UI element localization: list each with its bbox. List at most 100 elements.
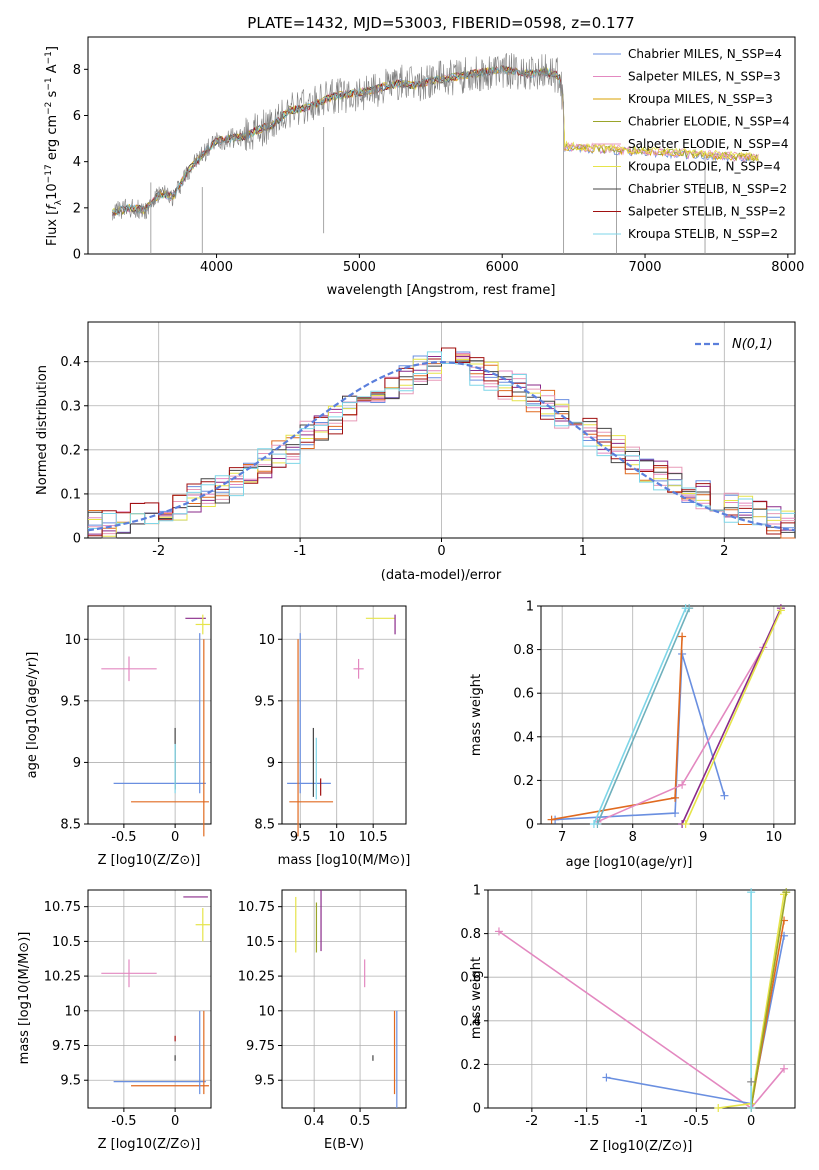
y-tick-label: 0.4 — [60, 355, 81, 370]
y-tick-label: 8.5 — [60, 818, 81, 833]
y-tick-label: 4 — [73, 155, 81, 170]
model-line-kroupa_stelib — [112, 65, 562, 216]
y-tick-label: 2 — [73, 201, 81, 216]
y-tick-label: 10 — [64, 1004, 81, 1019]
x-tick-label: 10 — [328, 830, 345, 845]
figure-title: PLATE=1432, MJD=53003, FIBERID=0598, z=0… — [247, 14, 634, 32]
panel-age_vs_mass: 9.5 10 10.5 8.5 9 9.5 10 — [254, 605, 407, 845]
y-tick-label: 9 — [73, 756, 81, 771]
axes-frame — [281, 889, 407, 1109]
y-tick-label: 6 — [73, 109, 81, 124]
massZ-ylabel: mass [log10(M/M⊙)] — [17, 932, 32, 1065]
weightAge-xlabel: age [log10(age/yr)] — [566, 855, 693, 870]
weightZ-ylabel: mass weight — [469, 957, 484, 1039]
y-tick-label: 0.8 — [460, 927, 481, 942]
residual-xlabel: (data-model)/error — [381, 568, 502, 583]
legend-label-salpeter_miles: Salpeter MILES, N_SSP=3 — [628, 70, 781, 84]
ageZ-ylabel: age [log10(age/yr)] — [25, 652, 40, 779]
spectrum-xlabel: wavelength [Angstrom, rest frame] — [327, 283, 556, 298]
y-tick-label: 10.75 — [44, 900, 81, 915]
y-tick-label: 0.2 — [513, 774, 534, 789]
model-line-chabrier_stelib — [111, 65, 562, 216]
data-flux-line — [112, 53, 564, 221]
y-tick-label: 9.75 — [246, 1039, 275, 1054]
y-tick-label: 0.6 — [460, 971, 481, 986]
y-tick-label: 0.2 — [460, 1058, 481, 1073]
y-tick-label: 8 — [73, 63, 81, 78]
y-tick-label: 0.6 — [513, 687, 534, 702]
legend-normal-label: N(0,1) — [732, 337, 773, 352]
legend-label-kroupa_stelib: Kroupa STELIB, N_SSP=2 — [628, 227, 778, 241]
y-tick-label: 1 — [526, 600, 534, 615]
y-tick-label: 10.25 — [44, 970, 81, 985]
x-tick-label: -1.5 — [574, 1114, 599, 1129]
normal-curve — [87, 360, 796, 532]
y-tick-label: 0 — [73, 532, 81, 547]
mass-weight-line-chabrier-miles — [606, 935, 785, 1105]
x-tick-label: -0.5 — [684, 1114, 709, 1129]
y-tick-label: 9.5 — [254, 1074, 275, 1089]
mass-weight-line-kroupa-stelib — [593, 607, 687, 825]
legend-label-chabrier_stelib: Chabrier STELIB, N_SSP=2 — [628, 182, 787, 196]
spectrum-ylabel: Flux [fλ10−17 erg cm−2 s−1 A−1] — [44, 46, 64, 246]
x-tick-label: 0.4 — [304, 1114, 325, 1129]
legend-label-chabrier_miles: Chabrier MILES, N_SSP=4 — [628, 47, 782, 61]
y-tick-label: 1 — [473, 884, 481, 899]
x-tick-label: 0 — [747, 1114, 755, 1129]
legend-label-kroupa_miles: Kroupa MILES, N_SSP=3 — [628, 92, 773, 106]
legend-label-kroupa_elodie: Kroupa ELODIE, N_SSP=4 — [628, 160, 781, 174]
legend-label-salpeter_stelib: Salpeter STELIB, N_SSP=2 — [628, 205, 786, 219]
axes-frame — [87, 321, 796, 539]
x-tick-label: 5000 — [343, 260, 376, 275]
massZ-xlabel: Z [log10(Z/Z⊙)] — [98, 1137, 201, 1152]
y-tick-label: 9.5 — [254, 694, 275, 709]
panel-weight_vs_age: 7 8 9 10 0 0.2 0.4 0.6 0.8 1 — [513, 600, 796, 845]
legend-label-chabrier_elodie: Chabrier ELODIE, N_SSP=4 — [628, 115, 790, 129]
model-line-salpeter_stelib — [111, 65, 562, 216]
y-tick-label: 10.75 — [238, 900, 275, 915]
panel-age_vs_Z: -0.5 0 8.5 9 9.5 10 — [60, 605, 212, 845]
axes-frame — [540, 605, 796, 825]
weightZ-xlabel: Z [log10(Z/Z⊙)] — [590, 1139, 693, 1154]
x-tick-label: 8 — [629, 830, 637, 845]
panel-mass_vs_Z: -0.5 0 9.5 9.75 10 10.25 10.5 10.75 — [44, 889, 212, 1129]
y-tick-label: 0.8 — [513, 643, 534, 658]
y-tick-label: 0 — [473, 1102, 481, 1117]
ageMass-xlabel: mass [log10(M/M⊙)] — [278, 853, 411, 868]
x-tick-label: 8000 — [771, 260, 804, 275]
x-tick-label: 0.5 — [350, 1114, 371, 1129]
axes-frame — [87, 605, 212, 825]
x-tick-label: 7 — [558, 830, 566, 845]
residual-ylabel: Normed distribution — [35, 365, 50, 495]
panel-mass_vs_ebv: 0.4 0.5 9.5 9.75 10 10.25 10.5 10.75 — [238, 889, 407, 1129]
y-tick-label: 9.5 — [60, 1074, 81, 1089]
y-tick-label: 0 — [73, 248, 81, 263]
y-tick-label: 8.5 — [254, 818, 275, 833]
y-tick-label: 9.5 — [60, 694, 81, 709]
y-tick-label: 10 — [258, 1004, 275, 1019]
panel-weight_vs_Z: -2 -1.5 -1 -0.5 0 0 0.2 0.4 0.6 0.8 1 — [460, 884, 796, 1129]
x-tick-label: 9 — [699, 830, 707, 845]
x-tick-label: 10.5 — [359, 830, 388, 845]
x-tick-label: 10 — [766, 830, 783, 845]
y-tick-label: 0.4 — [460, 1014, 481, 1029]
x-tick-label: 9.5 — [290, 830, 311, 845]
legend-label-salpeter_elodie: Salpeter ELODIE, N_SSP=4 — [628, 137, 789, 151]
y-tick-label: 10.5 — [246, 935, 275, 950]
y-tick-label: 9.75 — [52, 1039, 81, 1054]
y-tick-label: 10.5 — [52, 935, 81, 950]
x-tick-label: 2 — [720, 544, 728, 559]
x-tick-label: 0 — [171, 830, 179, 845]
x-tick-label: 7000 — [628, 260, 661, 275]
y-tick-label: 0.1 — [60, 487, 81, 502]
y-tick-label: 0 — [526, 818, 534, 833]
y-tick-label: 10 — [64, 633, 81, 648]
axes-frame — [281, 605, 407, 825]
panel-spectrum: 4000 5000 6000 7000 8000 0 2 4 6 8 — [73, 36, 804, 275]
mass-weight-line-chabrier-elodie — [750, 892, 787, 1109]
y-tick-label: 10 — [258, 633, 275, 648]
mass-weight-line-kroupa-elodie — [684, 610, 782, 825]
axes-frame — [487, 889, 796, 1109]
mass-weight-line-chabrier-stelib — [596, 607, 690, 825]
